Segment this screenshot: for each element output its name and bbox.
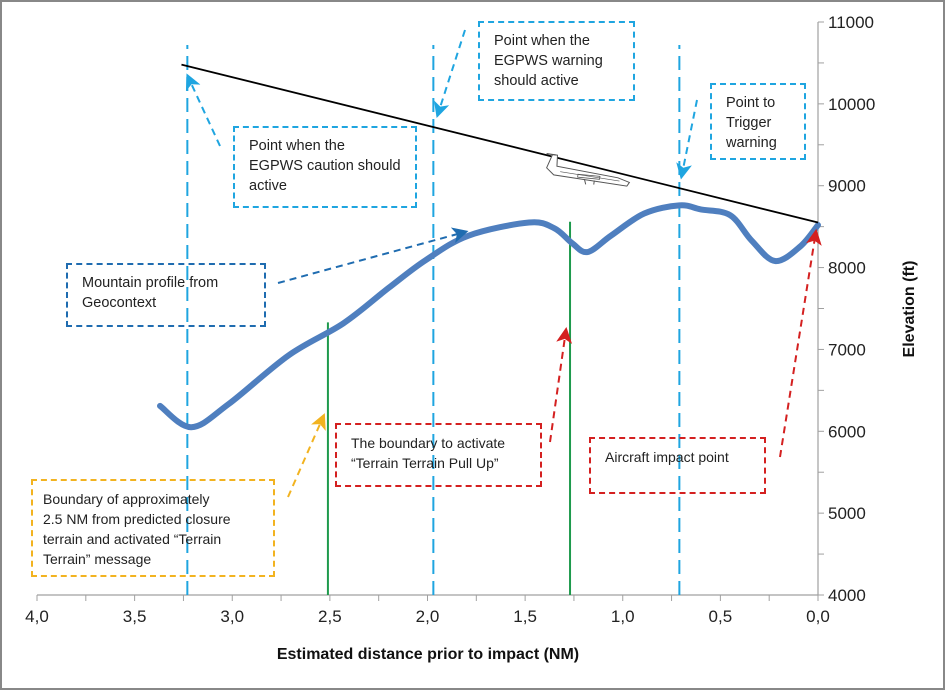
y-tick-label: 9000	[828, 177, 866, 196]
annotation-arrow-caution	[185, 73, 221, 147]
annotation-arrow-warning	[433, 29, 466, 119]
x-axis-title: Estimated distance prior to impact (NM)	[277, 646, 579, 663]
y-tick-label: 4000	[828, 586, 866, 605]
aircraft-windows	[560, 171, 620, 182]
y-tick-label: 8000	[828, 259, 866, 278]
y-tick-label: 10000	[828, 95, 875, 114]
x-tick-label: 2,0	[416, 607, 440, 626]
annotation-arrow-trigger	[676, 99, 698, 180]
annotation-arrow-pullup	[549, 326, 573, 443]
y-axis-title: Elevation (ft)	[901, 261, 918, 358]
annotation-trigger-point: Point to Trigger warning	[710, 83, 806, 160]
mountain-profile-line	[157, 202, 821, 431]
y-tick-label: 7000	[828, 340, 866, 359]
annotation-pull-up-boundary: The boundary to activate “Terrain Terrai…	[335, 423, 542, 487]
y-tick-label: 6000	[828, 422, 866, 441]
annotation-mountain-profile: Mountain profile from Geocontext	[66, 263, 266, 327]
x-tick-label: 2,5	[318, 607, 342, 626]
aircraft-tailplane	[546, 153, 557, 156]
x-tick-label: 0,0	[806, 607, 830, 626]
annotation-caution-point: Point when the EGPWS caution should acti…	[233, 126, 417, 208]
x-tick-label: 3,5	[123, 607, 147, 626]
x-tick-label: 0,5	[709, 607, 733, 626]
y-tick-label: 5000	[828, 504, 866, 523]
annotation-arrow-mountain	[277, 227, 469, 284]
annotation-warning-text: Point when the EGPWS warning should acti…	[494, 33, 603, 89]
x-tick-label: 1,5	[513, 607, 537, 626]
annotation-impact-text: Aircraft impact point	[605, 449, 729, 465]
annotation-caution-text: Point when the EGPWS caution should acti…	[249, 138, 401, 194]
annotation-mountain-text: Mountain profile from Geocontext	[82, 275, 219, 311]
flight-path-line	[181, 63, 819, 224]
x-tick-label: 4,0	[25, 607, 49, 626]
x-tick-label: 3,0	[220, 607, 244, 626]
x-tick-label: 1,0	[611, 607, 635, 626]
annotation-arrow-impact	[779, 228, 822, 458]
annotation-arrow-terrain	[287, 413, 326, 498]
annotation-impact-point: Aircraft impact point	[589, 437, 766, 494]
aircraft-gear	[583, 179, 595, 185]
annotation-terrain-text: Boundary of approximately 2.5 NM from pr…	[43, 491, 231, 567]
y-tick-label: 11000	[828, 13, 874, 32]
annotation-pullup-text: The boundary to activate “Terrain Terrai…	[351, 435, 506, 471]
annotation-terrain-boundary: Boundary of approximately 2.5 NM from pr…	[31, 479, 275, 577]
aircraft-icon	[546, 153, 631, 187]
annotation-warning-point: Point when the EGPWS warning should acti…	[478, 21, 635, 101]
annotation-trigger-text: Point to Trigger warning	[726, 95, 777, 151]
